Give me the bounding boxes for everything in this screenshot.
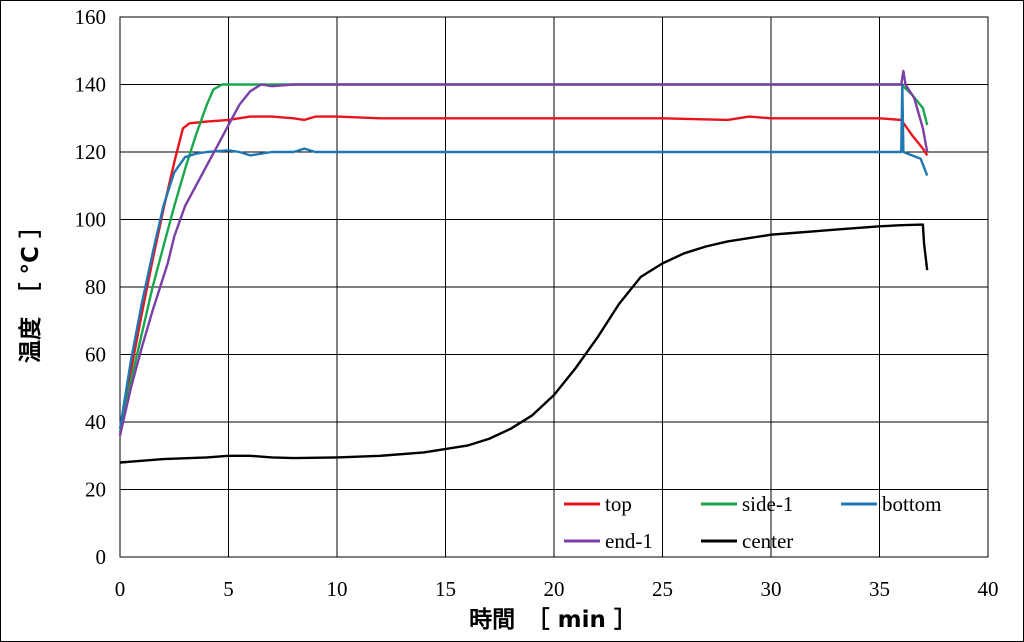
- series-line-center: [119, 223, 929, 464]
- x-axis-title: 時間 ［ min ］: [469, 606, 637, 633]
- data-series: [118, 69, 929, 464]
- legend-label-end-1: end-1: [605, 529, 653, 553]
- series-line-top: [118, 115, 929, 436]
- x-tick-label: 25: [652, 577, 673, 601]
- y-tick-label: 100: [75, 208, 107, 232]
- x-tick-label: 10: [327, 577, 348, 601]
- series-line-side-1: [118, 83, 929, 433]
- x-tick-labels: 0 5 10 15 20 25 30 35 40: [115, 577, 999, 601]
- y-axis-title: 温度 ［ °C ］: [17, 215, 44, 363]
- x-tick-label: 40: [978, 577, 999, 601]
- y-tick-label: 160: [75, 5, 107, 29]
- x-tick-label: 20: [544, 577, 565, 601]
- y-tick-label: 0: [96, 545, 107, 569]
- legend-label-center: center: [742, 529, 793, 553]
- y-tick-label: 120: [75, 140, 107, 164]
- legend-label-side-1: side-1: [742, 492, 793, 516]
- x-tick-label: 30: [761, 577, 782, 601]
- grid-lines: [119, 16, 989, 558]
- y-tick-label: 140: [75, 73, 107, 97]
- y-tick-label: 40: [85, 410, 106, 434]
- series-line-bottom: [118, 83, 929, 429]
- legend-label-top: top: [605, 492, 632, 516]
- x-tick-label: 0: [115, 577, 126, 601]
- y-tick-labels: 0 20 40 60 80 100 120 140 160: [75, 5, 107, 569]
- y-tick-label: 20: [85, 478, 106, 502]
- plot-area-border: [119, 16, 989, 558]
- y-tick-label: 60: [85, 343, 106, 367]
- x-tick-label: 5: [223, 577, 234, 601]
- x-tick-label: 15: [435, 577, 456, 601]
- x-tick-label: 35: [869, 577, 890, 601]
- y-tick-label: 80: [85, 275, 106, 299]
- legend: top side-1 bottom end-1 center: [564, 492, 942, 553]
- series-line-end-1: [118, 69, 929, 436]
- legend-label-bottom: bottom: [882, 492, 942, 516]
